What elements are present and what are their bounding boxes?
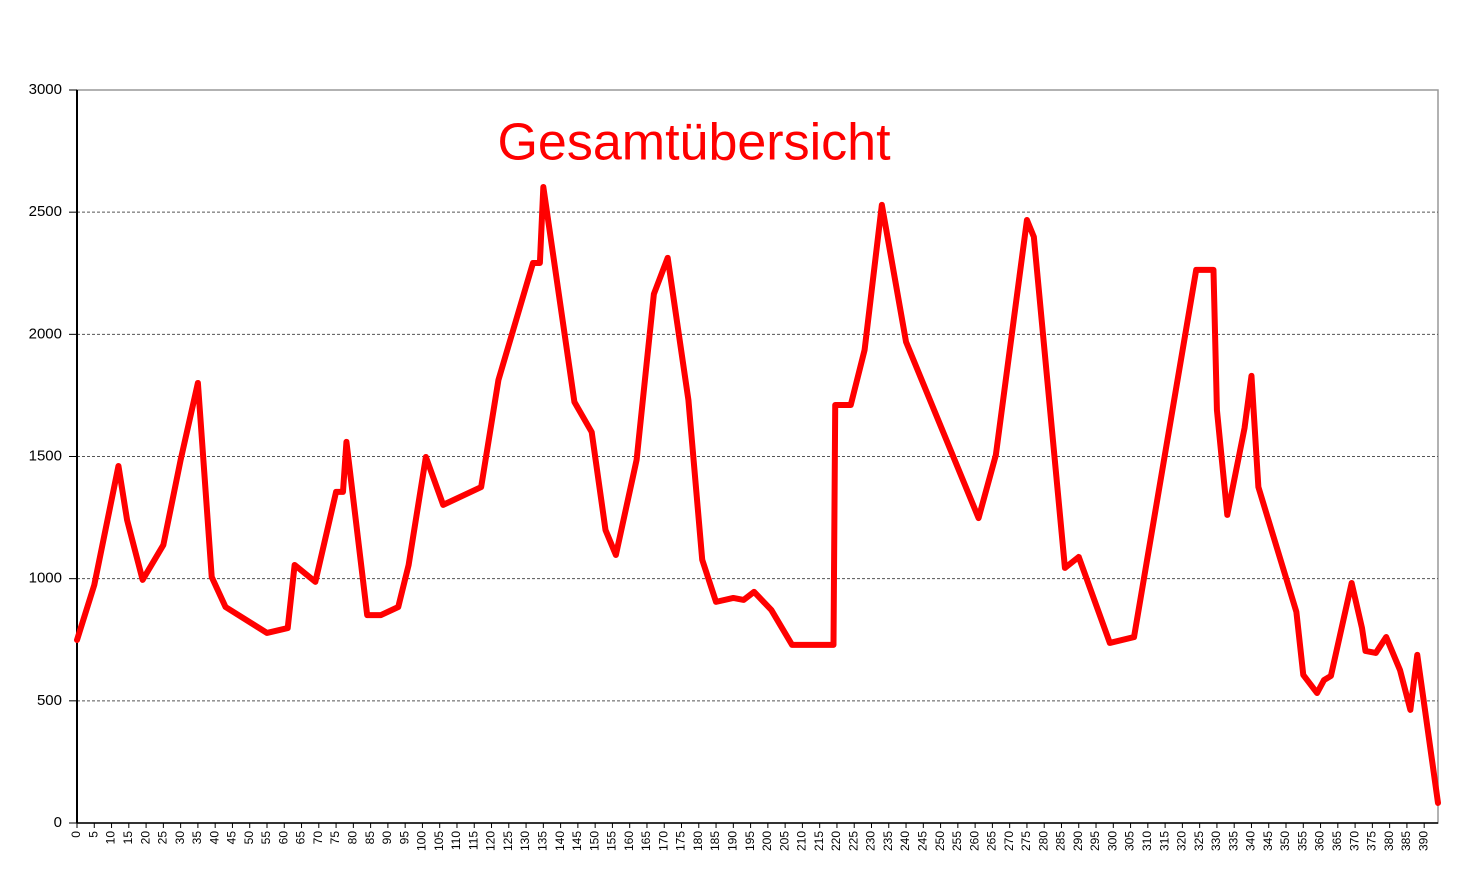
x-tick-label: 190 bbox=[725, 831, 739, 851]
x-tick-label: 95 bbox=[397, 831, 411, 845]
x-tick-label: 120 bbox=[484, 831, 498, 851]
x-tick-label: 345 bbox=[1261, 831, 1275, 851]
x-tick-label: 165 bbox=[639, 831, 653, 851]
x-tick-label: 180 bbox=[691, 831, 705, 851]
x-tick-label: 45 bbox=[225, 831, 239, 845]
y-tick-label: 1500 bbox=[29, 447, 62, 464]
x-tick-label: 265 bbox=[985, 831, 999, 851]
x-tick-label: 230 bbox=[864, 831, 878, 851]
y-tick-label: 1000 bbox=[29, 570, 62, 587]
x-tick-label: 290 bbox=[1071, 831, 1085, 851]
x-tick-label: 245 bbox=[915, 831, 929, 851]
y-tick-label: 0 bbox=[54, 814, 62, 831]
x-tick-label: 315 bbox=[1157, 831, 1171, 851]
x-tick-label: 270 bbox=[1002, 831, 1016, 851]
x-tick-label: 350 bbox=[1278, 831, 1292, 851]
x-tick-label: 115 bbox=[466, 831, 480, 850]
x-tick-label: 10 bbox=[104, 831, 118, 845]
x-tick-label: 255 bbox=[950, 831, 964, 851]
x-tick-label: 105 bbox=[432, 831, 446, 851]
x-tick-label: 305 bbox=[1123, 831, 1137, 851]
x-tick-label: 340 bbox=[1244, 831, 1258, 851]
x-tick-label: 185 bbox=[708, 831, 722, 851]
x-tick-label: 220 bbox=[829, 831, 843, 851]
x-tick-label: 300 bbox=[1105, 831, 1119, 851]
x-tick-label: 30 bbox=[173, 831, 187, 845]
x-tick-label: 150 bbox=[587, 831, 601, 851]
x-tick-label: 335 bbox=[1226, 831, 1240, 851]
x-tick-label: 135 bbox=[536, 831, 550, 851]
x-tick-label: 240 bbox=[898, 831, 912, 851]
x-tick-label: 20 bbox=[138, 831, 152, 845]
x-tick-label: 250 bbox=[933, 831, 947, 851]
x-tick-label: 25 bbox=[156, 831, 170, 845]
x-tick-label: 40 bbox=[207, 831, 221, 845]
x-tick-label: 50 bbox=[242, 831, 256, 845]
x-tick-label: 55 bbox=[259, 831, 273, 845]
x-tick-label: 65 bbox=[294, 831, 308, 845]
x-tick-label: 355 bbox=[1295, 831, 1309, 851]
x-tick-label: 260 bbox=[967, 831, 981, 851]
x-tick-label: 285 bbox=[1054, 831, 1068, 851]
x-tick-label: 5 bbox=[86, 831, 100, 838]
x-tick-label: 295 bbox=[1088, 831, 1102, 851]
y-tick-label: 500 bbox=[37, 692, 62, 709]
x-tick-label: 215 bbox=[812, 831, 826, 851]
x-tick-label: 70 bbox=[311, 831, 325, 845]
chart-title: Gesamtübersicht bbox=[497, 114, 891, 172]
x-tick-label: 235 bbox=[881, 831, 895, 851]
x-tick-label: 100 bbox=[415, 831, 429, 851]
x-tick-label: 75 bbox=[328, 831, 342, 845]
y-tick-label: 3000 bbox=[29, 81, 62, 98]
x-tick-label: 90 bbox=[380, 831, 394, 845]
x-tick-label: 160 bbox=[622, 831, 636, 851]
x-tick-label: 390 bbox=[1416, 831, 1430, 851]
x-tick-label: 280 bbox=[1036, 831, 1050, 851]
x-tick-label: 140 bbox=[553, 831, 567, 851]
x-tick-label: 130 bbox=[518, 831, 532, 851]
x-tick-label: 85 bbox=[363, 831, 377, 845]
x-tick-label: 110 bbox=[449, 831, 463, 850]
data-line bbox=[74, 184, 1441, 806]
x-tick-label: 275 bbox=[1019, 831, 1033, 851]
x-tick-label: 210 bbox=[795, 831, 809, 851]
x-tick-label: 60 bbox=[276, 831, 290, 845]
x-tick-label: 175 bbox=[674, 831, 688, 851]
y-tick-label: 2500 bbox=[29, 203, 62, 220]
y-tick-label: 2000 bbox=[29, 325, 62, 342]
x-tick-label: 125 bbox=[501, 831, 515, 851]
x-tick-label: 375 bbox=[1365, 831, 1379, 851]
x-tick-label: 385 bbox=[1399, 831, 1413, 851]
x-tick-label: 330 bbox=[1209, 831, 1223, 851]
x-tick-label: 35 bbox=[190, 831, 204, 845]
x-tick-label: 205 bbox=[777, 831, 791, 851]
x-tick-label: 360 bbox=[1313, 831, 1327, 851]
x-tick-label: 170 bbox=[656, 831, 670, 851]
x-tick-label: 0 bbox=[69, 831, 83, 838]
x-tick-label: 370 bbox=[1347, 831, 1361, 851]
x-tick-label: 15 bbox=[121, 831, 135, 845]
x-tick-label: 225 bbox=[846, 831, 860, 851]
x-tick-label: 200 bbox=[760, 831, 774, 851]
x-tick-label: 155 bbox=[605, 831, 619, 851]
x-tick-label: 320 bbox=[1175, 831, 1189, 851]
x-tick-label: 145 bbox=[570, 831, 584, 851]
x-tick-label: 380 bbox=[1382, 831, 1396, 851]
x-tick-label: 325 bbox=[1192, 831, 1206, 851]
x-tick-label: 310 bbox=[1140, 831, 1154, 851]
x-tick-label: 195 bbox=[743, 831, 757, 851]
x-tick-label: 80 bbox=[346, 831, 360, 845]
x-tick-label: 365 bbox=[1330, 831, 1344, 851]
